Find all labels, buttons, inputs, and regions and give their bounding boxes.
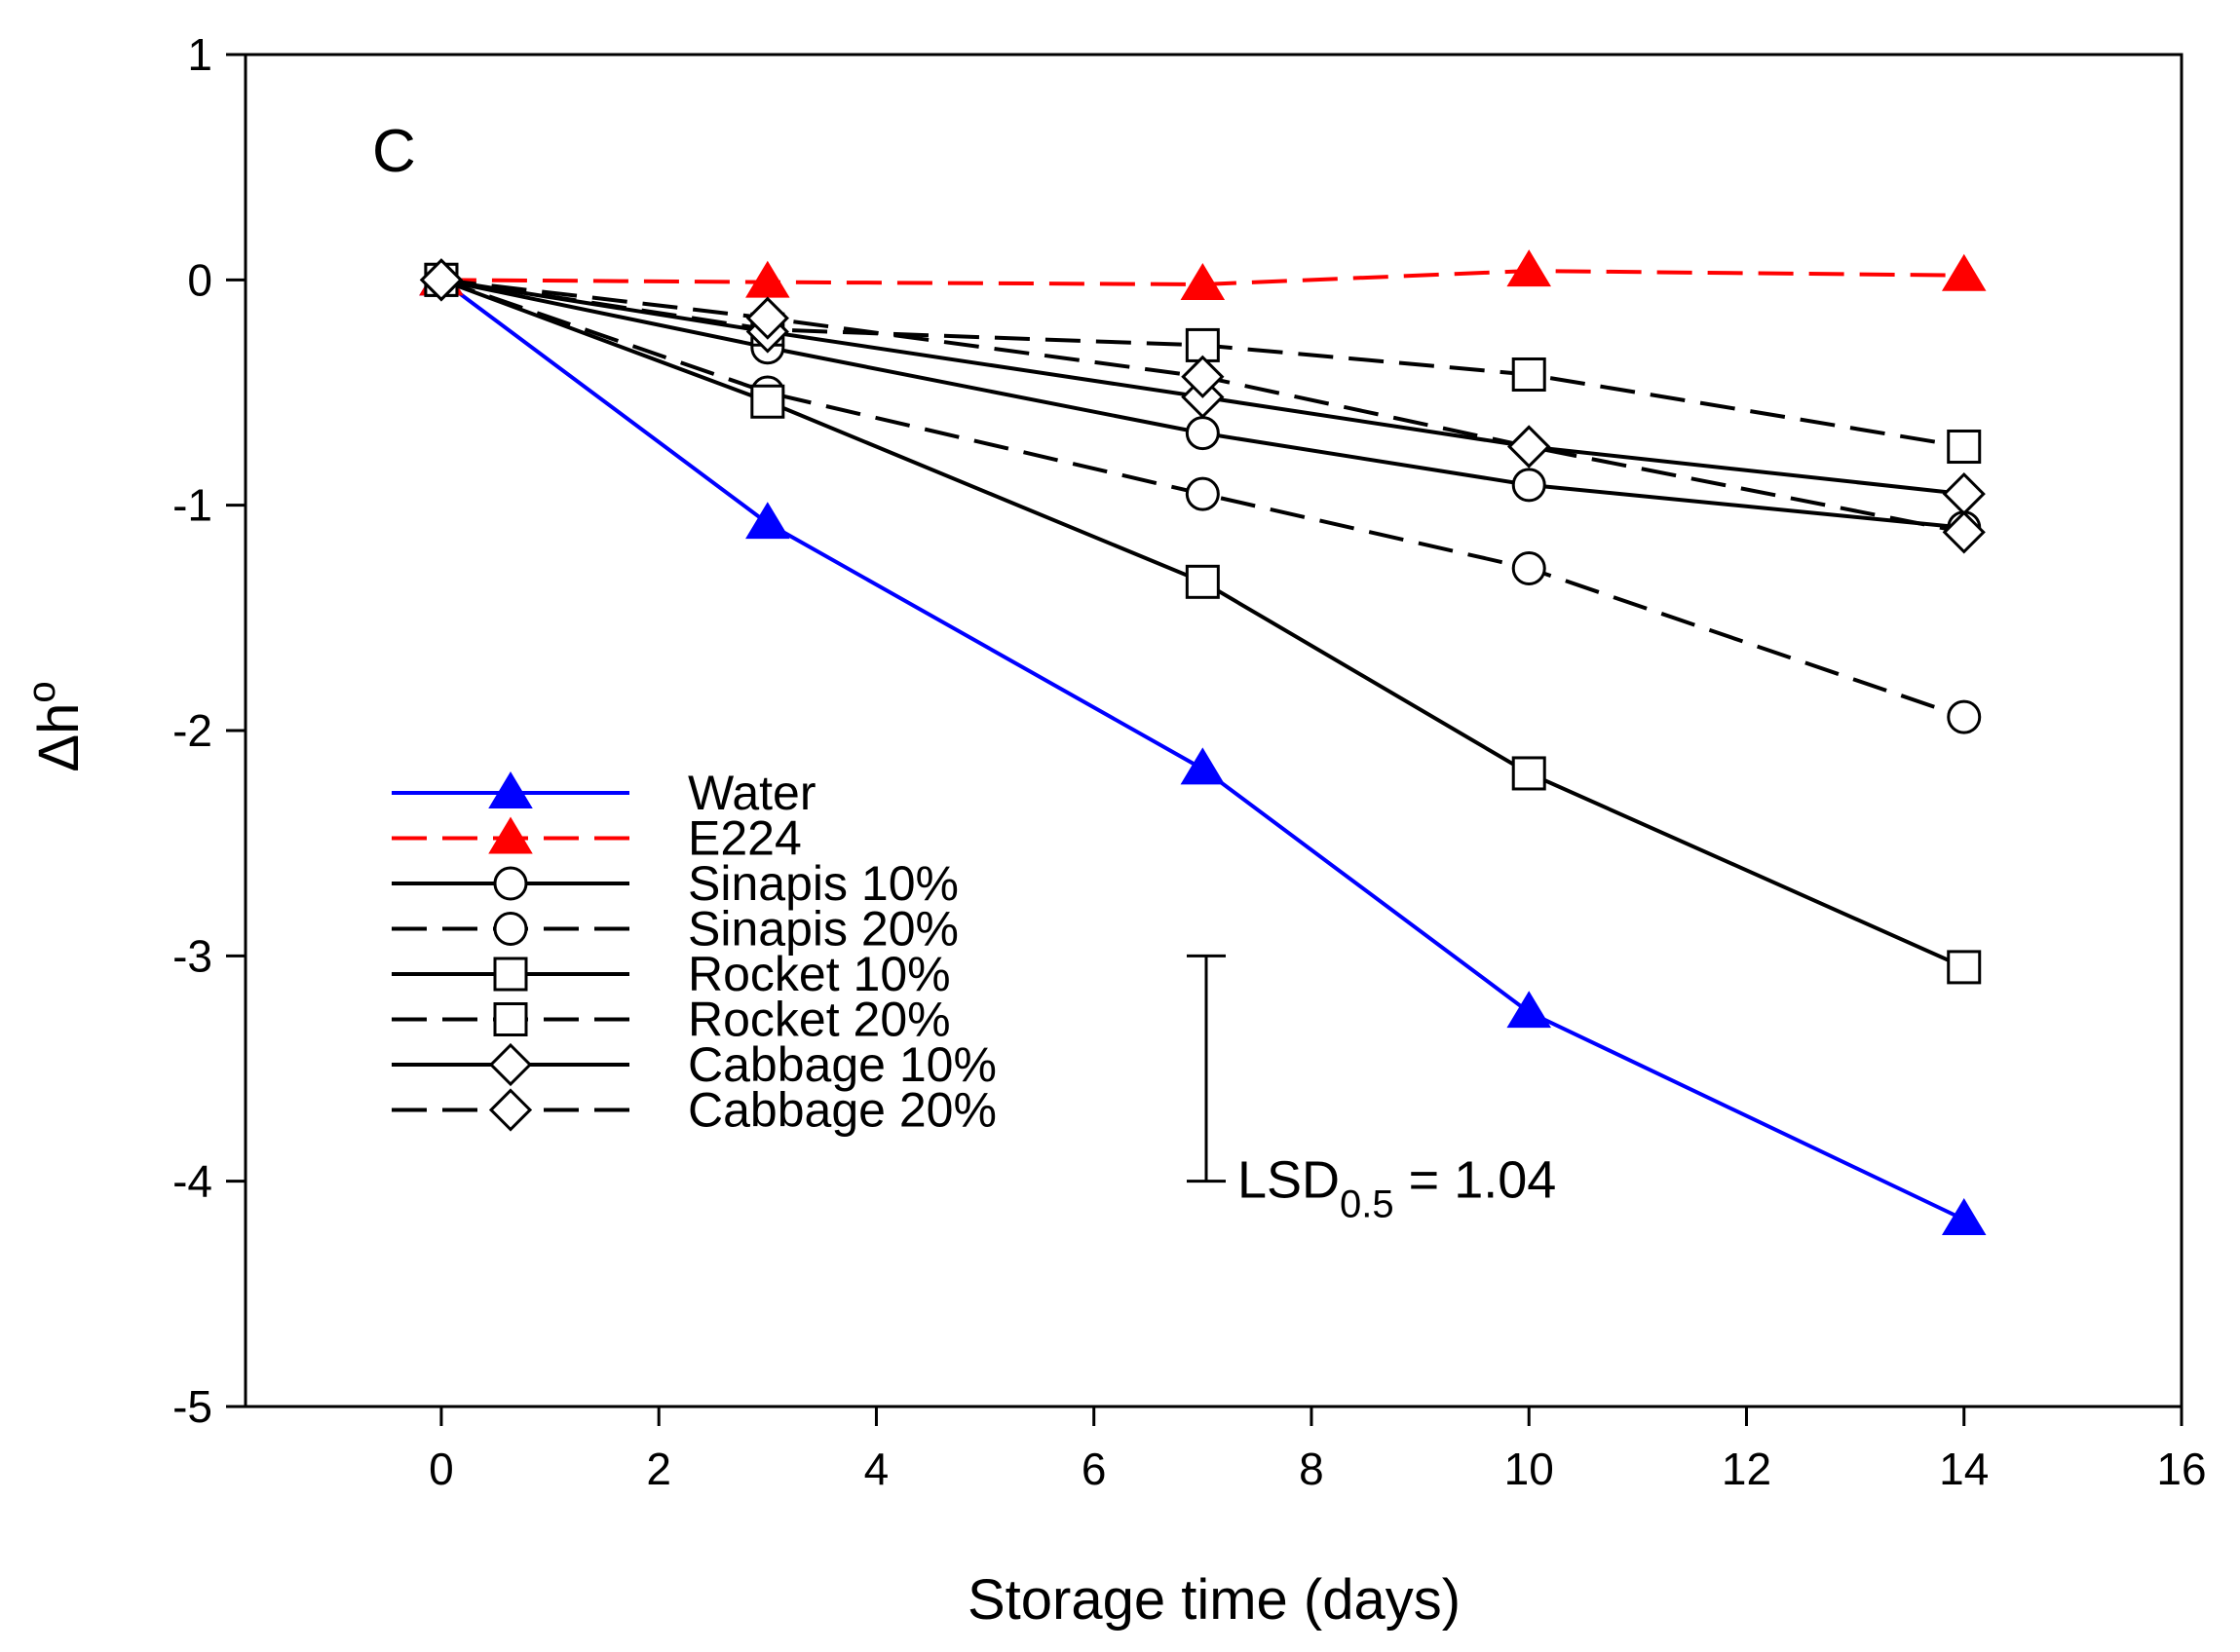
legend-entry: Rocket 10%	[392, 947, 951, 1001]
legend-entry: E224	[392, 811, 802, 866]
y-tick-label: -5	[172, 1381, 212, 1432]
legend-label: Rocket 10%	[688, 947, 951, 1001]
x-tick-label: 2	[646, 1444, 671, 1494]
series-cabbage-20-	[419, 258, 1986, 554]
marker-triangle	[1941, 253, 1987, 291]
marker-circle	[1185, 476, 1220, 511]
legend-label: Cabbage 10%	[688, 1037, 997, 1092]
marker-square	[1185, 564, 1220, 599]
marker-circle	[1511, 550, 1546, 585]
marker-square	[1947, 430, 1982, 465]
x-tick-label: 0	[429, 1444, 454, 1494]
lsd-label: LSD0.5 = 1.04	[1237, 1151, 1556, 1226]
marker-circle	[1947, 699, 1982, 734]
legend-label: Water	[688, 766, 816, 820]
y-tick-label: -1	[172, 480, 212, 531]
series-rocket-10-	[424, 262, 1982, 985]
legend-label: E224	[688, 811, 802, 866]
marker-triangle	[1180, 747, 1226, 785]
y-tick-label: 1	[187, 29, 212, 80]
y-axis-title-sup: o	[20, 681, 63, 702]
marker-diamond	[1507, 425, 1551, 469]
marker-triangle	[1506, 991, 1551, 1029]
marker-square	[1947, 950, 1982, 985]
y-tick-label: -3	[172, 930, 212, 981]
marker-square	[493, 957, 528, 992]
marker-triangle	[488, 816, 533, 854]
marker-circle	[1185, 416, 1220, 451]
marker-triangle	[1180, 263, 1226, 300]
x-tick-label: 14	[1939, 1444, 1989, 1494]
marker-triangle	[745, 260, 790, 298]
legend-label: Rocket 20%	[688, 993, 951, 1047]
marker-circle	[1511, 468, 1546, 503]
x-axis-title: Storage time (days)	[968, 1568, 1461, 1632]
x-tick-label: 16	[2156, 1444, 2206, 1494]
marker-diamond	[1942, 471, 1986, 516]
x-tick-label: 6	[1082, 1444, 1107, 1494]
series-layer	[419, 249, 1987, 1235]
legend-entry: Rocket 20%	[392, 993, 951, 1047]
x-tick-label: 8	[1299, 1444, 1324, 1494]
marker-triangle	[1941, 1198, 1987, 1235]
panel-label: C	[372, 118, 416, 185]
marker-square	[1511, 357, 1546, 392]
legend-entry: Sinapis 10%	[392, 856, 959, 911]
marker-diamond	[488, 1042, 533, 1087]
marker-square	[750, 384, 785, 419]
legend-label: Sinapis 20%	[688, 902, 959, 957]
y-axis-title: Δho	[20, 681, 91, 771]
x-tick-label: 12	[1722, 1444, 1771, 1494]
y-tick-label: -2	[172, 705, 212, 756]
y-tick-label: 0	[187, 254, 212, 305]
marker-diamond	[745, 296, 789, 340]
marker-diamond	[488, 1088, 533, 1132]
legend-entry: Cabbage 20%	[392, 1083, 997, 1138]
marker-square	[493, 1002, 528, 1036]
marker-diamond	[1942, 510, 1986, 554]
x-tick-label: 10	[1504, 1444, 1554, 1494]
marker-circle	[493, 912, 528, 946]
marker-diamond	[1181, 355, 1225, 398]
legend-label: Cabbage 20%	[688, 1083, 997, 1138]
marker-square	[1511, 756, 1546, 791]
series-e224	[419, 249, 1987, 300]
y-tick-label: -4	[172, 1156, 212, 1207]
marker-triangle	[745, 502, 790, 540]
lsd-bar: LSD0.5 = 1.04	[1187, 954, 1556, 1226]
marker-diamond	[419, 258, 464, 302]
marker-triangle	[488, 771, 533, 808]
marker-triangle	[1506, 249, 1551, 287]
legend-entry: Sinapis 20%	[392, 902, 959, 957]
x-tick-label: 4	[864, 1444, 890, 1494]
y-axis-title-main: Δh	[27, 703, 91, 772]
legend-entry: Water	[392, 766, 816, 820]
legend-entry: Cabbage 10%	[392, 1037, 997, 1092]
plot-frame	[244, 53, 2183, 1408]
legend-label: Sinapis 10%	[688, 856, 959, 911]
marker-circle	[493, 866, 528, 901]
